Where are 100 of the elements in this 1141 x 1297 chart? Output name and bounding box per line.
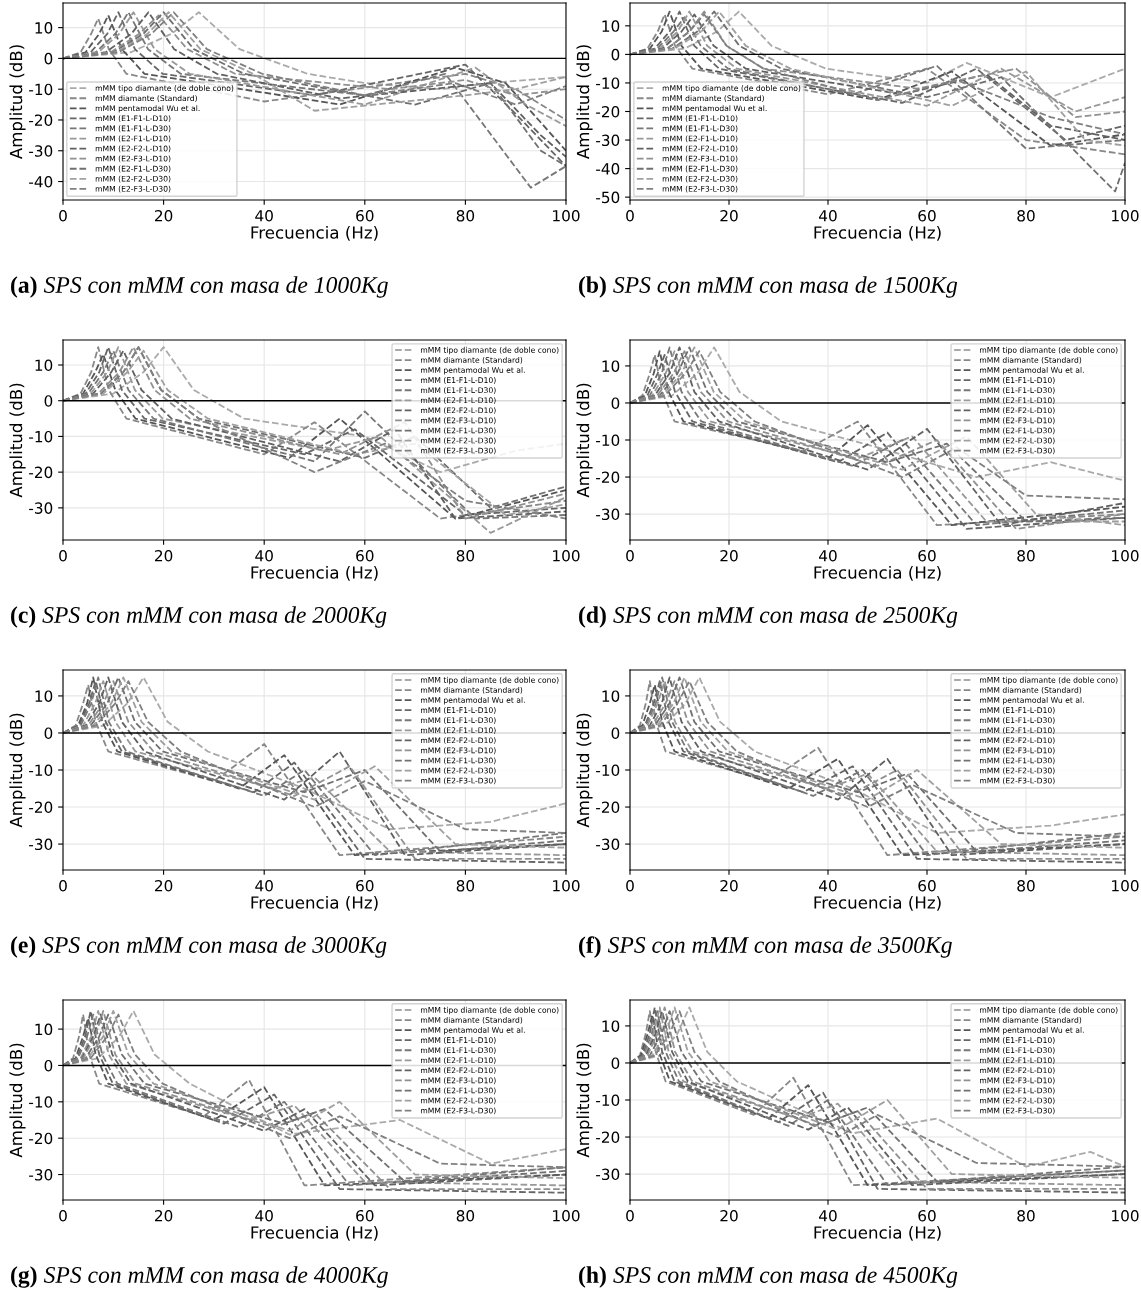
y-tick-label: 10 <box>35 690 53 702</box>
x-tick-label: 0 <box>59 209 67 222</box>
text: (g) SPS con mMM con masa de 4000Kg <box>11 1266 388 1288</box>
y-tick-label: -20 <box>29 801 53 814</box>
x-tick-label: 60 <box>918 1209 936 1222</box>
y-tick-label: -20 <box>596 471 620 484</box>
y-tick-label: 10 <box>602 690 620 702</box>
y-tick-label: -20 <box>29 114 53 126</box>
x-tick-label: 0 <box>626 549 634 562</box>
x-tick-label: 100 <box>1112 549 1139 562</box>
y-tick-label: -30 <box>29 145 53 157</box>
y-tick-label: -10 <box>29 764 53 777</box>
y-tick-label: -20 <box>29 1132 53 1145</box>
y-axis-title: Amplitud (dB) <box>9 45 26 160</box>
x-axis-title: Frecuencia (Hz) <box>251 1225 378 1241</box>
y-tick-label: -10 <box>596 764 620 777</box>
y-tick-label: 10 <box>35 359 53 372</box>
y-axis-title: Amplitud (dB) <box>576 383 593 498</box>
x-tick-label: 20 <box>155 1209 173 1222</box>
y-axis-title: Amplitud (dB) <box>9 383 26 498</box>
x-tick-label: 60 <box>356 1209 374 1222</box>
y-tick-label: -30 <box>29 1169 53 1181</box>
y-tick-label: 0 <box>611 397 620 409</box>
x-axis-title: Frecuencia (Hz) <box>814 1225 941 1241</box>
x-tick-label: 40 <box>819 1209 837 1222</box>
x-axis-title: Frecuencia (Hz) <box>814 225 941 241</box>
y-tick-label: -10 <box>596 434 620 447</box>
y-tick-label: -10 <box>29 430 53 443</box>
y-tick-label: -30 <box>596 1168 620 1181</box>
y-tick-label: -30 <box>596 134 620 147</box>
y-tick-label: -10 <box>29 1096 53 1108</box>
x-tick-label: 80 <box>1017 549 1035 562</box>
y-tick-label: 10 <box>602 1020 620 1032</box>
y-axis-title: Amplitud (dB) <box>576 713 593 828</box>
x-tick-label: 80 <box>456 879 475 892</box>
text: (e) SPS con mMM con masa de 3000Kg <box>11 936 387 958</box>
x-tick-label: 80 <box>1017 1209 1035 1222</box>
x-tick-label: 60 <box>356 209 374 222</box>
y-tick-label: -30 <box>596 838 620 851</box>
x-tick-label: 100 <box>1112 1209 1139 1222</box>
x-tick-label: 100 <box>553 549 580 562</box>
text: (a) SPS con mMM con masa de 1000Kg <box>11 276 388 298</box>
y-tick-label: -50 <box>596 191 620 204</box>
x-tick-label: 40 <box>819 549 837 562</box>
x-tick-label: 0 <box>626 879 634 892</box>
text: (f) SPS con mMM con masa de 3500Kg <box>579 936 952 958</box>
x-tick-label: 20 <box>720 549 738 562</box>
x-tick-label: 20 <box>155 209 173 222</box>
y-tick-label: 10 <box>35 1023 53 1036</box>
y-tick-label: -40 <box>29 176 53 188</box>
y-axis-title: Amplitud (dB) <box>9 713 26 828</box>
y-tick-label: -10 <box>596 1094 620 1107</box>
x-tick-label: 100 <box>553 209 580 222</box>
x-tick-label: 80 <box>456 549 475 562</box>
text: (c) SPS con mMM con masa de 2000Kg <box>11 606 387 628</box>
x-tick-label: 20 <box>720 209 738 222</box>
y-tick-label: -30 <box>596 508 620 521</box>
x-tick-label: 40 <box>255 549 273 562</box>
y-tick-label: -30 <box>29 838 53 851</box>
x-tick-label: 60 <box>918 549 936 562</box>
x-tick-label: 20 <box>155 549 173 562</box>
x-tick-label: 100 <box>1112 879 1139 892</box>
y-tick-label: 0 <box>611 727 620 739</box>
x-tick-label: 0 <box>59 549 67 562</box>
x-axis-title: Frecuencia (Hz) <box>251 895 378 911</box>
x-tick-label: 40 <box>255 879 273 892</box>
y-tick-label: -30 <box>29 502 53 514</box>
x-tick-label: 80 <box>1017 879 1035 892</box>
text: (b) SPS con mMM con masa de 1500Kg <box>579 276 958 298</box>
x-axis-title: Frecuencia (Hz) <box>251 565 378 581</box>
x-tick-label: 80 <box>456 209 475 222</box>
y-tick-label: 0 <box>44 727 53 739</box>
y-axis-title: Amplitud (dB) <box>576 45 593 160</box>
y-tick-label: 0 <box>611 1057 620 1069</box>
x-tick-label: 60 <box>356 549 374 562</box>
y-tick-label: -20 <box>596 105 620 118</box>
x-tick-label: 60 <box>918 879 936 892</box>
x-tick-label: 40 <box>255 1209 273 1222</box>
x-tick-label: 20 <box>720 879 738 892</box>
y-tick-label: 0 <box>611 48 620 61</box>
y-tick-label: 0 <box>44 395 53 407</box>
y-tick-label: -40 <box>596 163 620 175</box>
x-axis-title: Frecuencia (Hz) <box>814 895 941 911</box>
x-tick-label: 60 <box>356 879 374 892</box>
x-tick-label: 40 <box>255 209 273 222</box>
x-tick-label: 100 <box>553 879 580 892</box>
x-axis-title: Frecuencia (Hz) <box>251 225 378 241</box>
x-tick-label: 20 <box>720 1209 738 1222</box>
x-tick-label: 0 <box>626 1209 634 1222</box>
y-tick-label: -10 <box>29 83 53 96</box>
y-tick-label: -20 <box>596 1131 620 1144</box>
y-tick-label: 10 <box>35 22 53 34</box>
y-tick-label: 10 <box>602 20 620 32</box>
y-tick-label: -10 <box>596 77 620 89</box>
x-tick-label: 20 <box>155 879 173 892</box>
x-tick-label: 100 <box>1112 209 1139 222</box>
y-tick-label: 0 <box>44 1059 53 1072</box>
x-tick-label: 40 <box>819 879 837 892</box>
y-tick-label: 10 <box>602 360 620 372</box>
y-tick-label: 0 <box>44 52 53 65</box>
